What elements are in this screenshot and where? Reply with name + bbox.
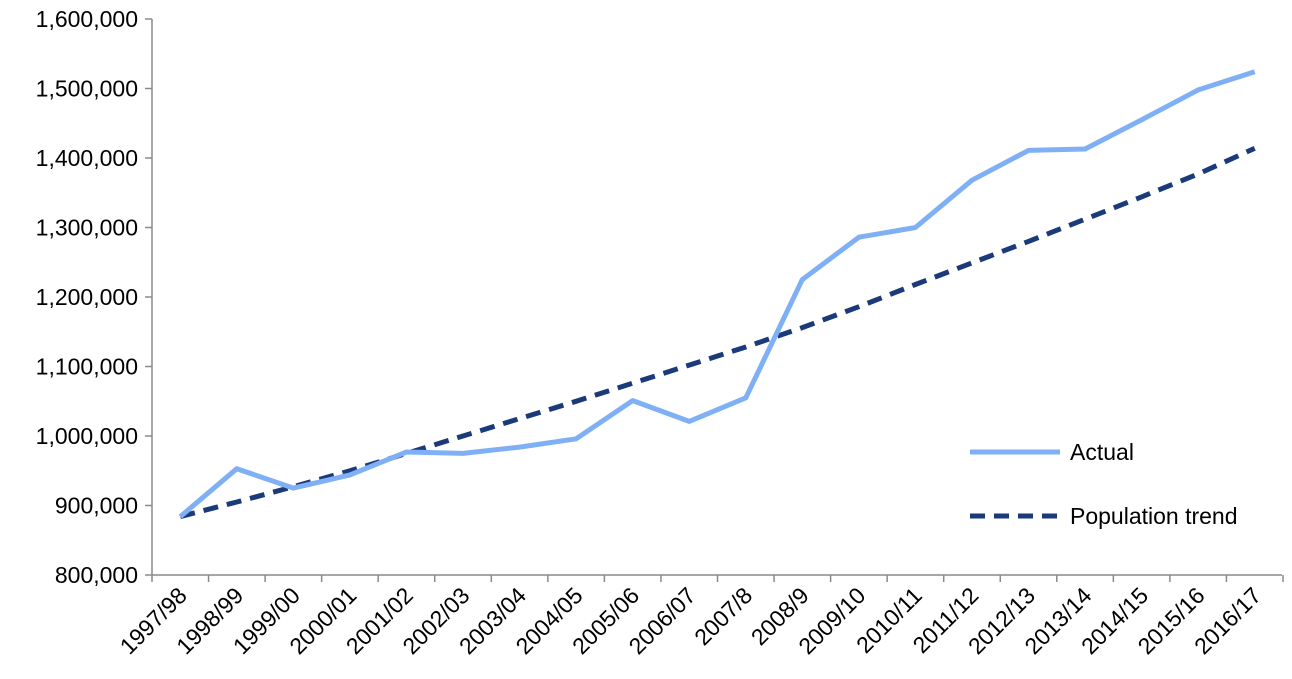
y-tick-label: 1,000,000 — [36, 423, 138, 449]
y-axis: 800,000 900,000 1,000,000 1,100,000 1,200,00… — [36, 6, 153, 588]
legend-label-population-trend: Population trend — [1070, 503, 1238, 529]
y-tick-label: 1,100,000 — [36, 354, 138, 380]
y-tick-label: 1,300,000 — [36, 215, 138, 241]
series-line-actual — [178, 69, 1256, 519]
y-tick-label: 900,000 — [55, 493, 138, 519]
y-tick-label: 1,200,000 — [36, 284, 138, 310]
x-axis: 1997/981998/991999/002000/012001/022002/… — [115, 574, 1284, 659]
y-tick-label: 1,600,000 — [36, 6, 138, 32]
y-tick-label: 800,000 — [55, 562, 138, 588]
series-line-population-trend — [179, 146, 1256, 520]
y-tick-label: 1,500,000 — [36, 76, 138, 102]
x-tick-label: 2007/8 — [689, 582, 757, 650]
legend: Actual Population trend — [970, 439, 1238, 529]
series-layer — [178, 69, 1256, 520]
y-tick-label: 1,400,000 — [36, 145, 138, 171]
legend-label-actual: Actual — [1070, 439, 1134, 465]
